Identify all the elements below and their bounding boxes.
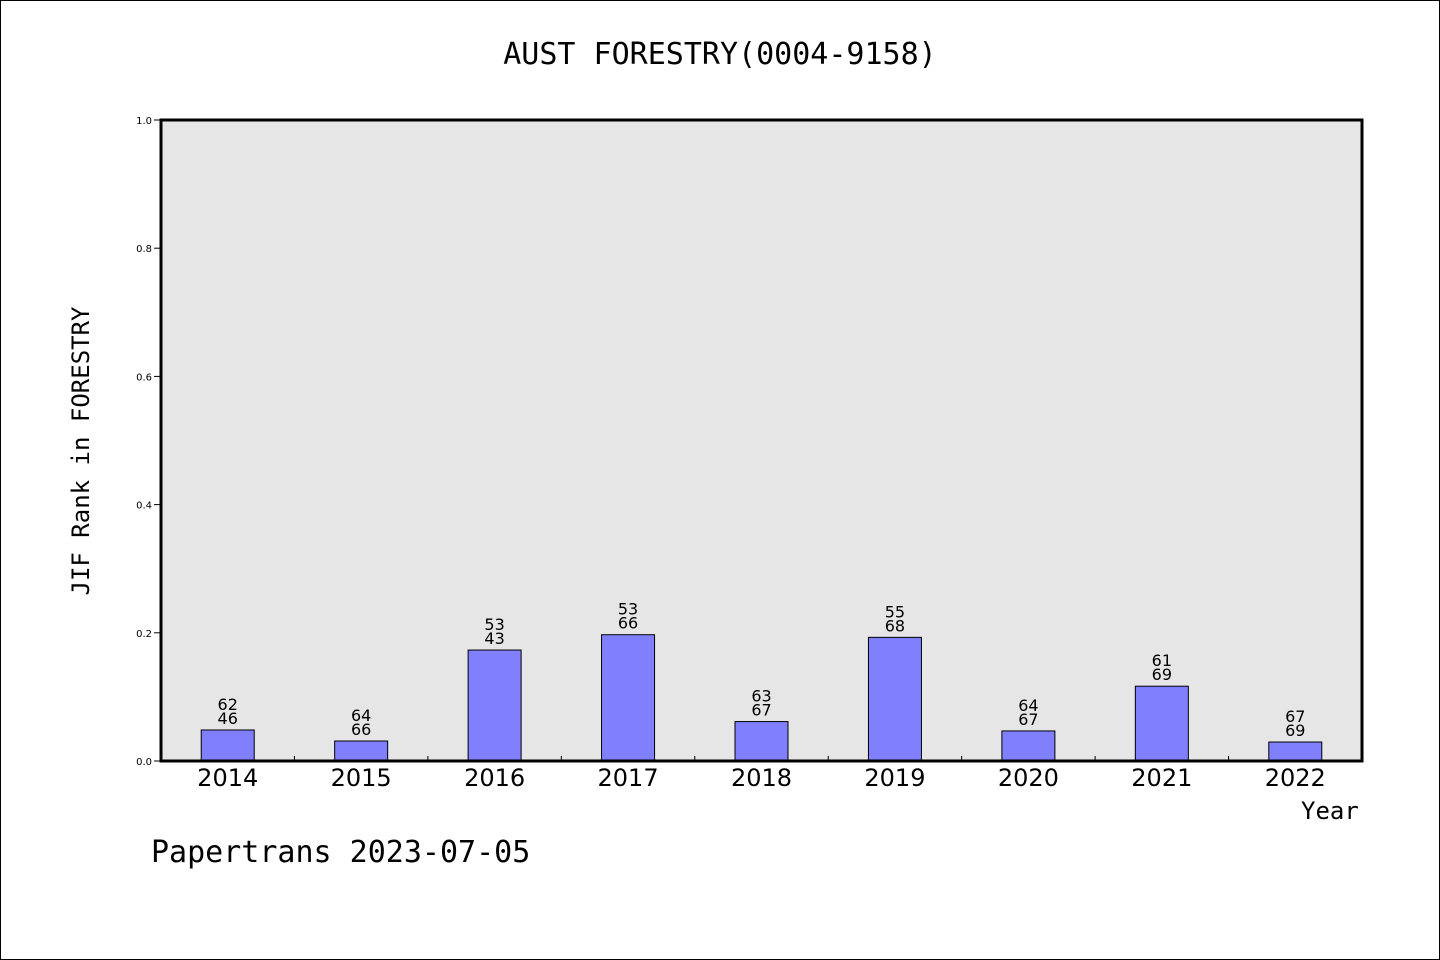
bar-rank-label: 64 (351, 706, 371, 725)
y-tick-label: 0.4 (136, 501, 152, 512)
x-tick-label: 2015 (331, 764, 392, 792)
x-tick-label: 2017 (598, 764, 659, 792)
x-tick-label: 2022 (1265, 764, 1326, 792)
bar-total-label: 46 (218, 709, 238, 728)
bar-rank-label: 55 (885, 602, 905, 621)
bar-total-label: 69 (1285, 721, 1305, 740)
bar-2017 (601, 634, 656, 762)
bar-2016 (467, 649, 522, 762)
bar-2020 (1001, 730, 1056, 762)
bar-2019 (867, 636, 922, 762)
bar-2021 (1134, 685, 1189, 762)
bar-2015 (334, 740, 389, 762)
bar-rank-label: 61 (1152, 651, 1172, 670)
bar-total-label: 43 (484, 629, 504, 648)
x-tick-label: 2016 (464, 764, 525, 792)
plot-area (161, 120, 1362, 761)
x-tick-label: 2014 (197, 764, 258, 792)
bar-total-label: 67 (751, 701, 771, 720)
bar-total-label: 69 (1152, 665, 1172, 684)
plot-frame (159, 118, 1364, 763)
y-tick-label: 0.0 (136, 757, 152, 768)
bar-total-label: 68 (885, 616, 905, 635)
bar-rank-label: 63 (751, 687, 771, 706)
bar-rank-label: 67 (1285, 707, 1305, 726)
bar-2022 (1268, 741, 1323, 762)
x-tick-label: 2019 (864, 764, 925, 792)
y-tick-label: 0.2 (136, 629, 152, 640)
y-tick-label: 1.0 (136, 116, 152, 127)
bar-2014 (200, 729, 255, 762)
bar-2018 (734, 721, 789, 762)
footer-credit: Papertrans 2023-07-05 (151, 835, 531, 870)
bar-total-label: 66 (618, 614, 638, 633)
bar-total-label: 66 (351, 720, 371, 739)
x-tick-label: 2020 (998, 764, 1059, 792)
chart-title: AUST FORESTRY(0004-9158) (503, 37, 937, 72)
x-tick-label: 2018 (731, 764, 792, 792)
x-axis-label: Year (1301, 797, 1359, 825)
y-tick-label: 0.8 (136, 244, 152, 255)
bar-rank-label: 53 (618, 600, 638, 619)
y-tick-label: 0.6 (136, 372, 152, 383)
bar-rank-label: 62 (218, 695, 238, 714)
bar-total-label: 67 (1018, 710, 1038, 729)
bar-rank-label: 53 (484, 615, 504, 634)
x-tick-label: 2021 (1131, 764, 1192, 792)
bar-rank-label: 64 (1018, 696, 1038, 715)
